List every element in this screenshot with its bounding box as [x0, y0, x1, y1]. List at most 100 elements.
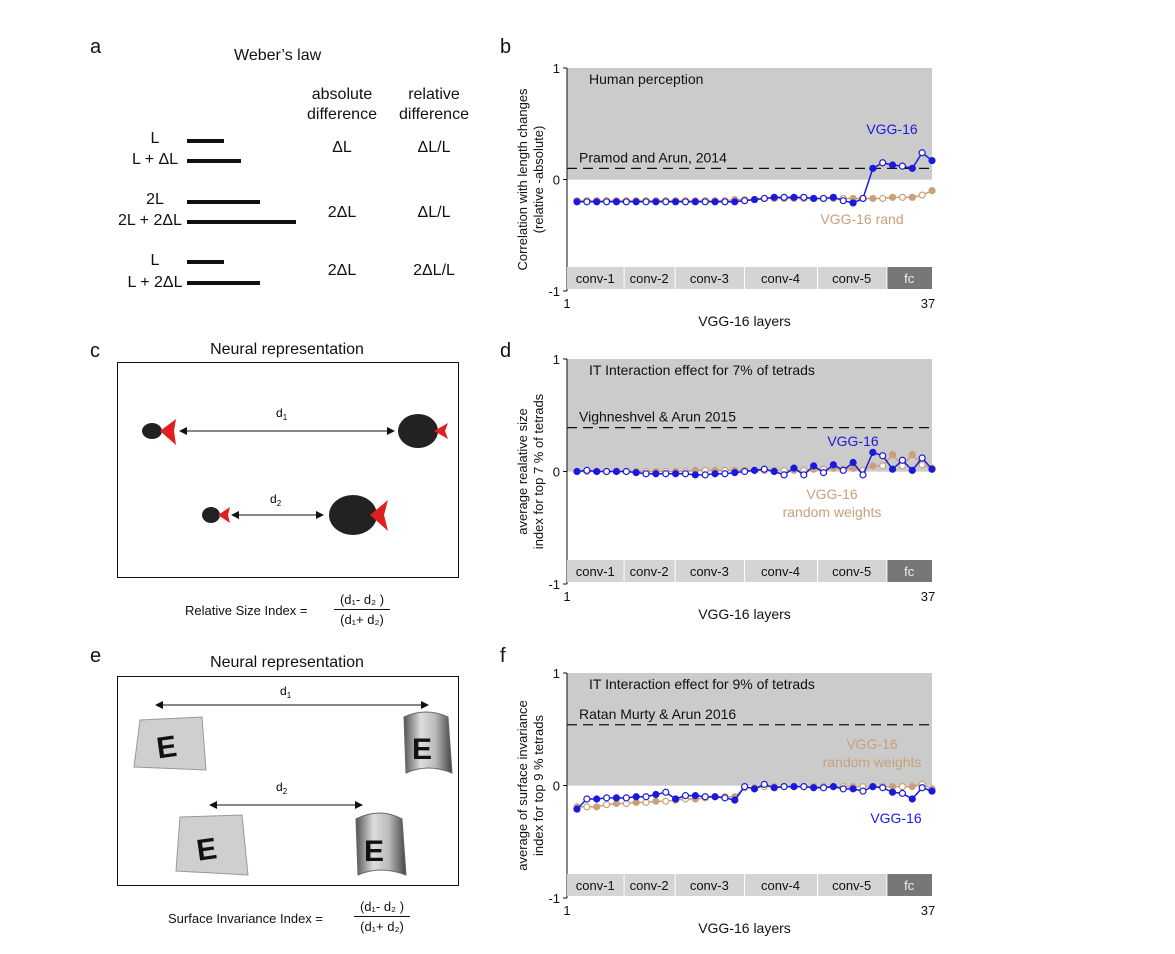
data-point-vgg16 — [662, 788, 670, 796]
data-point-random — [869, 462, 877, 470]
layer-group-conv-5 — [818, 267, 887, 289]
data-point-vgg16 — [918, 784, 926, 792]
length-bar — [187, 159, 241, 163]
large-fish-icon — [398, 414, 448, 448]
fish-diagram: d1 d2 — [142, 406, 448, 535]
row1-label-top: L — [150, 130, 160, 147]
row2-label-bottom: 2L + 2ΔL — [118, 212, 182, 229]
y-axis-label: average realative size — [515, 408, 530, 534]
data-point-vgg16 — [632, 469, 640, 477]
layer-group-label: conv-1 — [576, 564, 615, 579]
data-point-random — [602, 801, 611, 809]
human-range-shading — [567, 673, 932, 786]
y-axis-label: (relative -absolute) — [531, 126, 546, 234]
row1-label-bottom: L + ΔL — [131, 151, 179, 168]
layer-group-conv-3 — [675, 874, 745, 896]
series-label-random: random weights — [783, 504, 882, 520]
layer-group-label: conv-2 — [630, 271, 669, 286]
layer-group-conv-4 — [745, 874, 818, 896]
data-point-vgg16 — [711, 198, 719, 206]
data-point-vgg16 — [810, 462, 818, 470]
data-point-vgg16 — [780, 471, 788, 479]
length-bar — [187, 281, 260, 285]
data-point-vgg16 — [721, 198, 729, 206]
data-point-vgg16 — [908, 466, 916, 474]
layer-group-conv-3 — [675, 267, 745, 289]
data-point-vgg16 — [622, 794, 630, 802]
data-point-random — [898, 783, 907, 791]
layer-group-fc — [887, 267, 932, 289]
layer-group-label: conv-5 — [832, 878, 871, 893]
data-point-vgg16 — [711, 470, 719, 478]
data-point-vgg16 — [622, 467, 630, 476]
data-point-random — [908, 451, 916, 459]
curved-surface-icon: E — [355, 812, 407, 876]
data-point-vgg16 — [888, 788, 897, 796]
reference-label: Vighneshvel & Arun 2015 — [579, 409, 736, 425]
data-point-vgg16 — [711, 793, 719, 801]
layer-group-fc — [887, 874, 932, 896]
y-tick-label: 1 — [553, 61, 560, 76]
data-point-vgg16 — [790, 193, 798, 201]
panel-label-a: a — [90, 36, 102, 58]
curved-surface-icon: E — [403, 711, 453, 774]
d1-label: d1 — [276, 406, 288, 422]
data-point-random — [879, 194, 887, 203]
data-point-vgg16 — [583, 198, 591, 206]
flat-surface-icon: E — [133, 716, 207, 771]
data-point-vgg16 — [612, 198, 621, 206]
data-point-vgg16 — [849, 199, 857, 207]
length-bar — [187, 139, 224, 143]
x-tick-label: 1 — [563, 296, 570, 311]
data-point-vgg16 — [672, 198, 680, 206]
surface-invariance-index-fraction: (d₁- d₂ ) (d₁+ d₂) — [354, 899, 410, 934]
layer-group-label: conv-4 — [761, 271, 800, 286]
large-fish-icon — [329, 495, 388, 535]
data-point-vgg16 — [721, 794, 729, 802]
series-label-random: random weights — [823, 754, 922, 770]
y-tick-label: 1 — [553, 352, 560, 367]
fraction-denominator: (d₁+ d₂) — [360, 919, 404, 934]
y-axis-label: Correlation with length changes — [515, 88, 530, 271]
layer-group-conv-1 — [567, 267, 624, 289]
layer-group-conv-2 — [624, 560, 675, 582]
layer-group-conv-5 — [818, 560, 887, 582]
data-point-vgg16 — [839, 197, 847, 205]
panel-label-d: d — [500, 340, 512, 362]
x-tick-label: 1 — [563, 903, 570, 918]
fraction-numerator: (d₁- d₂ ) — [339, 592, 385, 607]
layer-group-label: conv-4 — [761, 878, 800, 893]
data-point-vgg16 — [760, 465, 768, 473]
x-axis-label: VGG-16 layers — [698, 920, 791, 936]
x-axis-label: VGG-16 layers — [698, 313, 791, 329]
data-point-vgg16 — [810, 784, 818, 792]
data-point-vgg16 — [602, 467, 611, 476]
data-point-vgg16 — [731, 796, 739, 804]
row2-label-top: 2L — [146, 191, 164, 208]
row1-abs: ΔL — [332, 139, 352, 156]
series-label-vgg16: VGG-16 — [870, 810, 922, 826]
data-point-vgg16 — [672, 795, 680, 803]
data-point-vgg16 — [642, 198, 650, 206]
data-point-vgg16 — [681, 470, 690, 478]
shaded-region-label: IT Interaction effect for 9% of tetrads — [589, 676, 815, 692]
data-point-random — [908, 193, 916, 201]
data-point-random — [918, 191, 926, 199]
data-point-vgg16 — [918, 454, 926, 462]
layer-group-label: conv-4 — [761, 564, 800, 579]
layer-group-conv-5 — [818, 874, 887, 896]
data-point-vgg16 — [839, 466, 847, 474]
data-point-vgg16 — [849, 458, 857, 467]
x-tick-label: 37 — [921, 296, 935, 311]
x-axis-label: VGG-16 layers — [698, 606, 791, 622]
layer-group-label: fc — [904, 271, 915, 286]
layer-group-conv-4 — [745, 560, 818, 582]
row3-label-bottom: L + 2ΔL — [127, 274, 183, 291]
data-point-vgg16 — [681, 792, 690, 800]
data-point-vgg16 — [681, 198, 690, 206]
data-point-vgg16 — [691, 471, 699, 479]
layer-group-conv-2 — [624, 874, 675, 896]
data-point-vgg16 — [652, 790, 660, 799]
data-point-vgg16 — [898, 789, 907, 797]
data-point-vgg16 — [731, 469, 739, 477]
